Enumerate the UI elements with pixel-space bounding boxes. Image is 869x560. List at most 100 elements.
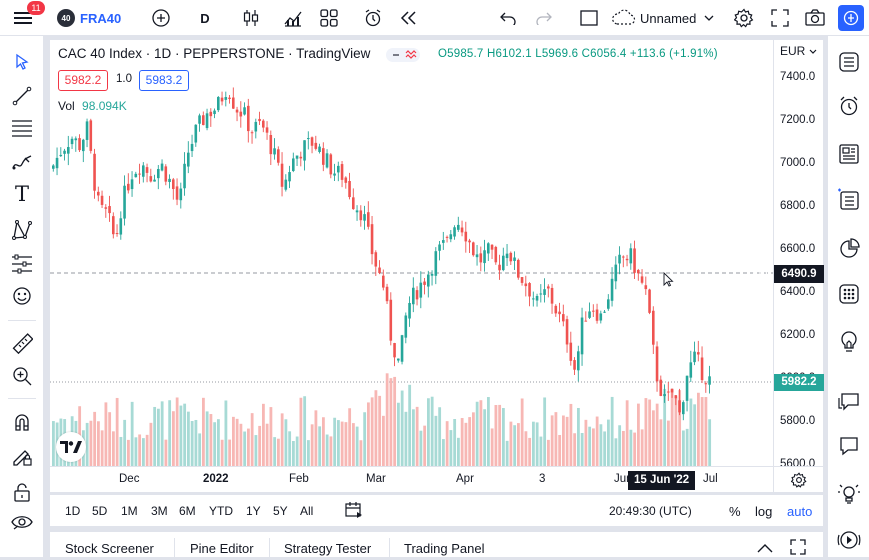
- alert-icon[interactable]: [360, 0, 386, 36]
- candle-body: [580, 317, 584, 355]
- forecast-icon[interactable]: [8, 250, 36, 278]
- fullscreen-icon[interactable]: [767, 0, 793, 36]
- maximize-icon[interactable]: [790, 539, 806, 560]
- templates-icon[interactable]: [316, 0, 342, 36]
- candle-body: [460, 227, 464, 233]
- news-icon[interactable]: [835, 140, 863, 168]
- volume-bar: [127, 439, 130, 466]
- range-button-1y[interactable]: 1Y: [246, 504, 261, 518]
- draw-lock-icon[interactable]: [8, 442, 36, 470]
- tab-divider: [174, 538, 175, 557]
- signals-icon[interactable]: [835, 480, 863, 508]
- volume-bar: [168, 400, 172, 466]
- candle-body: [74, 138, 78, 141]
- range-button-1m[interactable]: 1M: [121, 504, 138, 518]
- volume-bar: [573, 433, 577, 466]
- chart-pane[interactable]: CAC 40 Index · 1D · PEPPERSTONE · Tradin…: [50, 40, 823, 492]
- alerts-icon[interactable]: [835, 92, 863, 120]
- legend-toggle[interactable]: [386, 48, 420, 65]
- brush-icon[interactable]: [8, 148, 36, 176]
- menu-icon[interactable]: [8, 0, 38, 36]
- percent-toggle[interactable]: %: [729, 504, 741, 519]
- candle-body: [239, 111, 243, 117]
- candle-body: [198, 115, 201, 124]
- crosshair-add-icon[interactable]: [750, 265, 770, 283]
- compare-button[interactable]: [148, 0, 174, 36]
- text-icon[interactable]: T: [14, 182, 29, 206]
- time-axis[interactable]: Dec 2022 Feb Mar Apr 3 Jun Jul 15 Jun '22: [50, 466, 773, 492]
- indicators-icon[interactable]: [280, 0, 306, 36]
- calendar-icon[interactable]: [835, 280, 863, 308]
- candle-body: [670, 388, 674, 393]
- range-button-5d[interactable]: 5D: [92, 504, 108, 518]
- volume-bar: [258, 425, 262, 466]
- chat-icon[interactable]: [835, 388, 863, 416]
- magnet-icon[interactable]: [8, 408, 36, 436]
- tab-trading-panel[interactable]: Trading Panel: [404, 541, 485, 556]
- emoji-icon[interactable]: [8, 282, 36, 310]
- candle-body: [70, 138, 74, 145]
- trade-button[interactable]: [837, 0, 865, 36]
- camera-icon[interactable]: [802, 0, 828, 36]
- tab-pine-editor[interactable]: Pine Editor: [190, 541, 254, 556]
- volume-bar: [138, 434, 142, 466]
- zoom-icon[interactable]: [8, 362, 36, 390]
- currency-selector[interactable]: EUR: [780, 44, 817, 58]
- price-scale[interactable]: EUR 7400.0 7200.0 7000.0 6800.0 6600.0 6400.0…: [750, 40, 824, 492]
- settings-icon[interactable]: [731, 0, 757, 36]
- undo-icon[interactable]: [496, 0, 520, 36]
- candles-icon[interactable]: [238, 0, 264, 36]
- volume-bar: [187, 411, 190, 466]
- range-button-all[interactable]: All: [300, 504, 314, 518]
- interval-button[interactable]: D: [200, 10, 210, 26]
- tab-strategy-tester[interactable]: Strategy Tester: [284, 541, 372, 556]
- layout-select-icon[interactable]: [577, 0, 601, 36]
- trend-line-icon[interactable]: [8, 82, 36, 110]
- range-button-ytd[interactable]: YTD: [209, 504, 233, 518]
- volume-bar: [505, 440, 509, 466]
- time-tick: Jul: [703, 473, 718, 485]
- candle-body: [194, 124, 198, 143]
- symbol-search-button[interactable]: 40 FRA40: [57, 0, 127, 36]
- sell-button[interactable]: 5982.2: [58, 70, 108, 91]
- volume-bar: [453, 419, 457, 466]
- tab-stock-screener[interactable]: Stock Screener: [65, 541, 154, 556]
- range-button-3m[interactable]: 3M: [151, 504, 168, 518]
- candle-body: [209, 111, 213, 117]
- range-button-5y[interactable]: 5Y: [273, 504, 288, 518]
- candle-body: [269, 134, 273, 155]
- replay-icon[interactable]: [396, 0, 422, 36]
- redo-icon[interactable]: [532, 0, 556, 36]
- hotlist-icon[interactable]: [835, 235, 863, 263]
- date-range-icon[interactable]: [345, 502, 363, 523]
- ideas-icon[interactable]: [835, 328, 863, 356]
- trade-icon: [843, 10, 859, 26]
- messages-icon[interactable]: [835, 432, 863, 460]
- utc-clock[interactable]: 20:49:30 (UTC): [609, 504, 692, 518]
- buy-button[interactable]: 5983.2: [139, 70, 189, 91]
- candle-body: [659, 379, 663, 396]
- ruler-icon[interactable]: [8, 330, 36, 358]
- auto-toggle[interactable]: auto: [787, 504, 813, 519]
- fib-icon[interactable]: [8, 114, 36, 142]
- range-button-1d[interactable]: 1D: [65, 504, 81, 518]
- eye-icon[interactable]: [8, 508, 36, 536]
- volume-bar: [539, 436, 543, 466]
- log-toggle[interactable]: log: [755, 504, 773, 519]
- tradingview-logo[interactable]: [56, 432, 86, 462]
- lock-icon[interactable]: [8, 478, 36, 506]
- axis-settings-button[interactable]: [773, 466, 823, 492]
- object-tree-icon[interactable]: [835, 186, 863, 214]
- cursor-icon[interactable]: [8, 48, 36, 76]
- volume-bar: [577, 407, 580, 466]
- streams-icon[interactable]: [835, 526, 863, 554]
- pattern-icon[interactable]: [8, 216, 36, 244]
- price-tick: 7200.0: [780, 114, 816, 126]
- candlestick-chart[interactable]: [50, 40, 773, 466]
- layout-name-button[interactable]: Unnamed: [610, 0, 720, 36]
- candle-body: [108, 206, 111, 214]
- chevron-up-icon[interactable]: [757, 540, 773, 558]
- watchlist-icon[interactable]: [835, 48, 863, 76]
- candle-body: [700, 357, 704, 381]
- range-button-6m[interactable]: 6M: [179, 504, 196, 518]
